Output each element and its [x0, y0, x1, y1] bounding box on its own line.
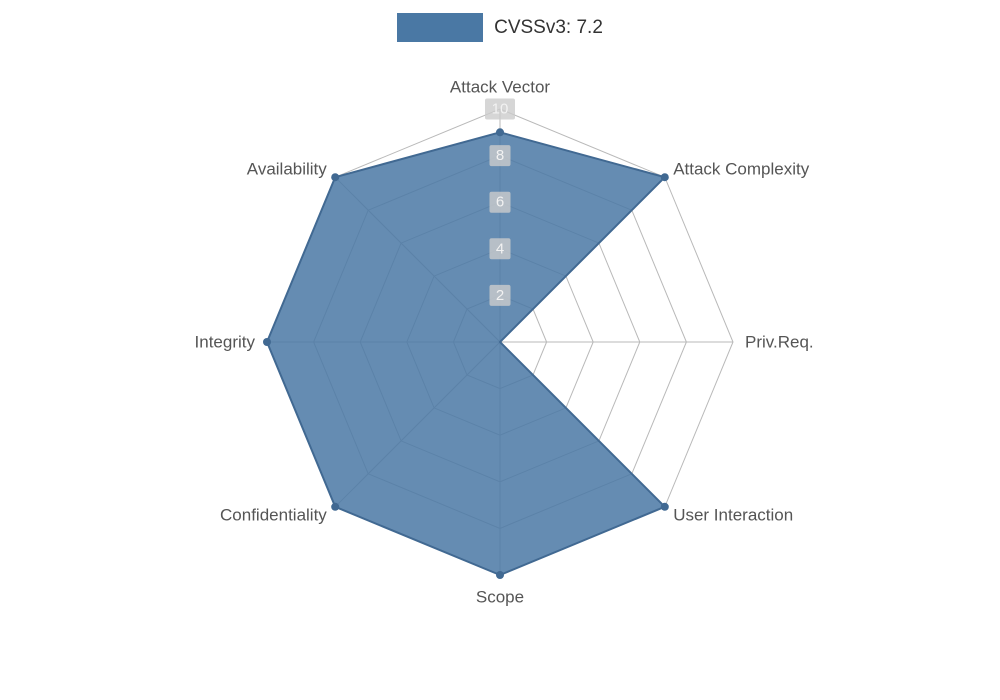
radar-axis-label-confidentiality: Confidentiality: [220, 506, 327, 525]
radar-tick-label: 4: [489, 238, 511, 260]
radar-axis-label-user-interaction: User Interaction: [673, 506, 793, 525]
svg-text:2: 2: [496, 287, 504, 304]
radar-series-point: [331, 173, 340, 182]
radar-axis-label-scope: Scope: [476, 588, 524, 607]
svg-text:6: 6: [496, 194, 504, 211]
radar-tick-label: 6: [489, 191, 511, 213]
radar-series-point: [496, 128, 504, 137]
legend-label: CVSSv3: 7.2: [494, 17, 603, 38]
radar-tick-label: 8: [489, 145, 511, 167]
radar-axis-label-integrity: Integrity: [195, 333, 256, 352]
legend-swatch: [397, 13, 484, 42]
svg-text:8: 8: [496, 147, 504, 164]
radar-tick-label: 10: [485, 98, 515, 120]
svg-text:10: 10: [492, 101, 509, 118]
radar-series-point: [263, 338, 271, 346]
radar-axis-label-attack-complexity: Attack Complexity: [673, 159, 810, 178]
radar-series-point: [660, 173, 669, 182]
radar-series-point: [496, 571, 504, 579]
radar-axis-label-attack-vector: Attack Vector: [450, 78, 550, 97]
radar-axis-label-availability: Availability: [247, 159, 328, 178]
radar-series-point: [331, 502, 340, 511]
radar-series-point: [660, 502, 669, 511]
legend-item-cvssv3[interactable]: CVSSv3: 7.2: [0, 13, 1000, 42]
svg-text:4: 4: [496, 240, 504, 257]
radar-tick-label: 2: [489, 284, 511, 306]
radar-axis-label-priv-req: Priv.Req.: [745, 333, 814, 352]
